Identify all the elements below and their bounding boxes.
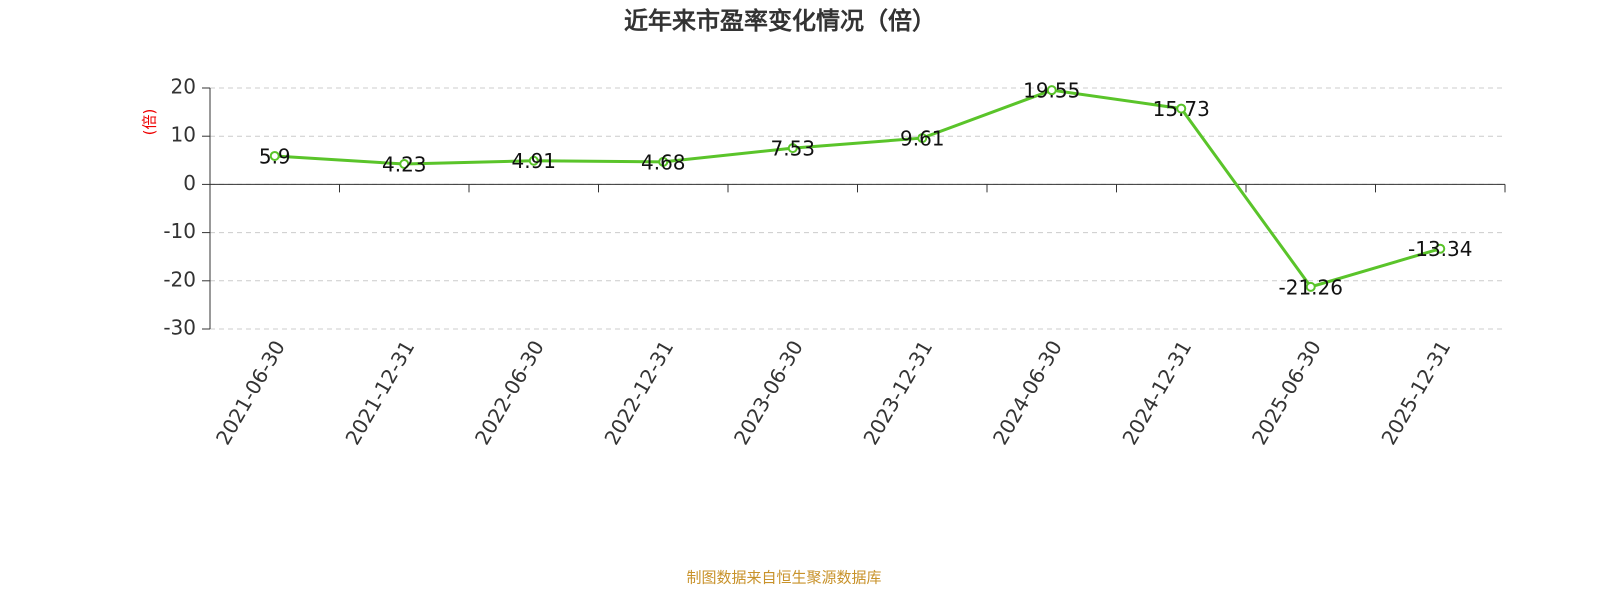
y-tick-label: 0 xyxy=(183,171,196,195)
x-tick-label: 2023-06-30 xyxy=(729,336,808,449)
x-tick-label: 2022-12-31 xyxy=(599,336,678,449)
y-tick-label: 20 xyxy=(171,75,196,99)
data-label: 4.91 xyxy=(511,149,556,173)
point xyxy=(917,133,928,144)
point xyxy=(658,156,669,167)
point xyxy=(528,155,539,166)
x-tick-label: 2022-06-30 xyxy=(470,336,549,449)
x-tick-label: 2021-12-31 xyxy=(340,336,419,449)
chart-title: 近年来市盈率变化情况（倍） xyxy=(624,7,936,35)
y-tick-label: -10 xyxy=(163,219,196,243)
data-label: 5.9 xyxy=(259,144,291,168)
x-tick-label: 2025-06-30 xyxy=(1247,336,1326,449)
source-note: 制图数据来自恒生聚源数据库 xyxy=(686,569,881,587)
y-tick-label: 10 xyxy=(171,123,196,147)
data-label: 19.55 xyxy=(1023,79,1080,103)
x-tick-label: 2024-12-31 xyxy=(1117,336,1196,449)
point xyxy=(1176,103,1187,114)
point xyxy=(269,150,280,161)
point xyxy=(399,159,410,170)
data-label: 4.68 xyxy=(641,150,686,174)
point xyxy=(787,143,798,154)
data-label: -21.26 xyxy=(1279,275,1343,299)
x-tick-label: 2025-12-31 xyxy=(1376,336,1455,449)
point xyxy=(1046,85,1057,96)
data-label: 4.23 xyxy=(382,153,427,177)
data-label: -13.34 xyxy=(1408,237,1472,261)
data-label: 15.73 xyxy=(1153,97,1210,121)
y-tick-label: -20 xyxy=(163,267,196,291)
point xyxy=(1305,281,1316,292)
data-label: 7.53 xyxy=(770,137,815,161)
point xyxy=(1435,243,1446,254)
y-axis-label: (倍) xyxy=(141,109,159,136)
x-tick-label: 2021-06-30 xyxy=(211,336,290,449)
line xyxy=(274,88,1441,289)
data-label: 9.61 xyxy=(900,127,945,151)
x-tick-label: 2023-12-31 xyxy=(858,336,937,449)
y-tick-label: -30 xyxy=(163,316,196,340)
x-tick-label: 2024-06-30 xyxy=(988,336,1067,449)
